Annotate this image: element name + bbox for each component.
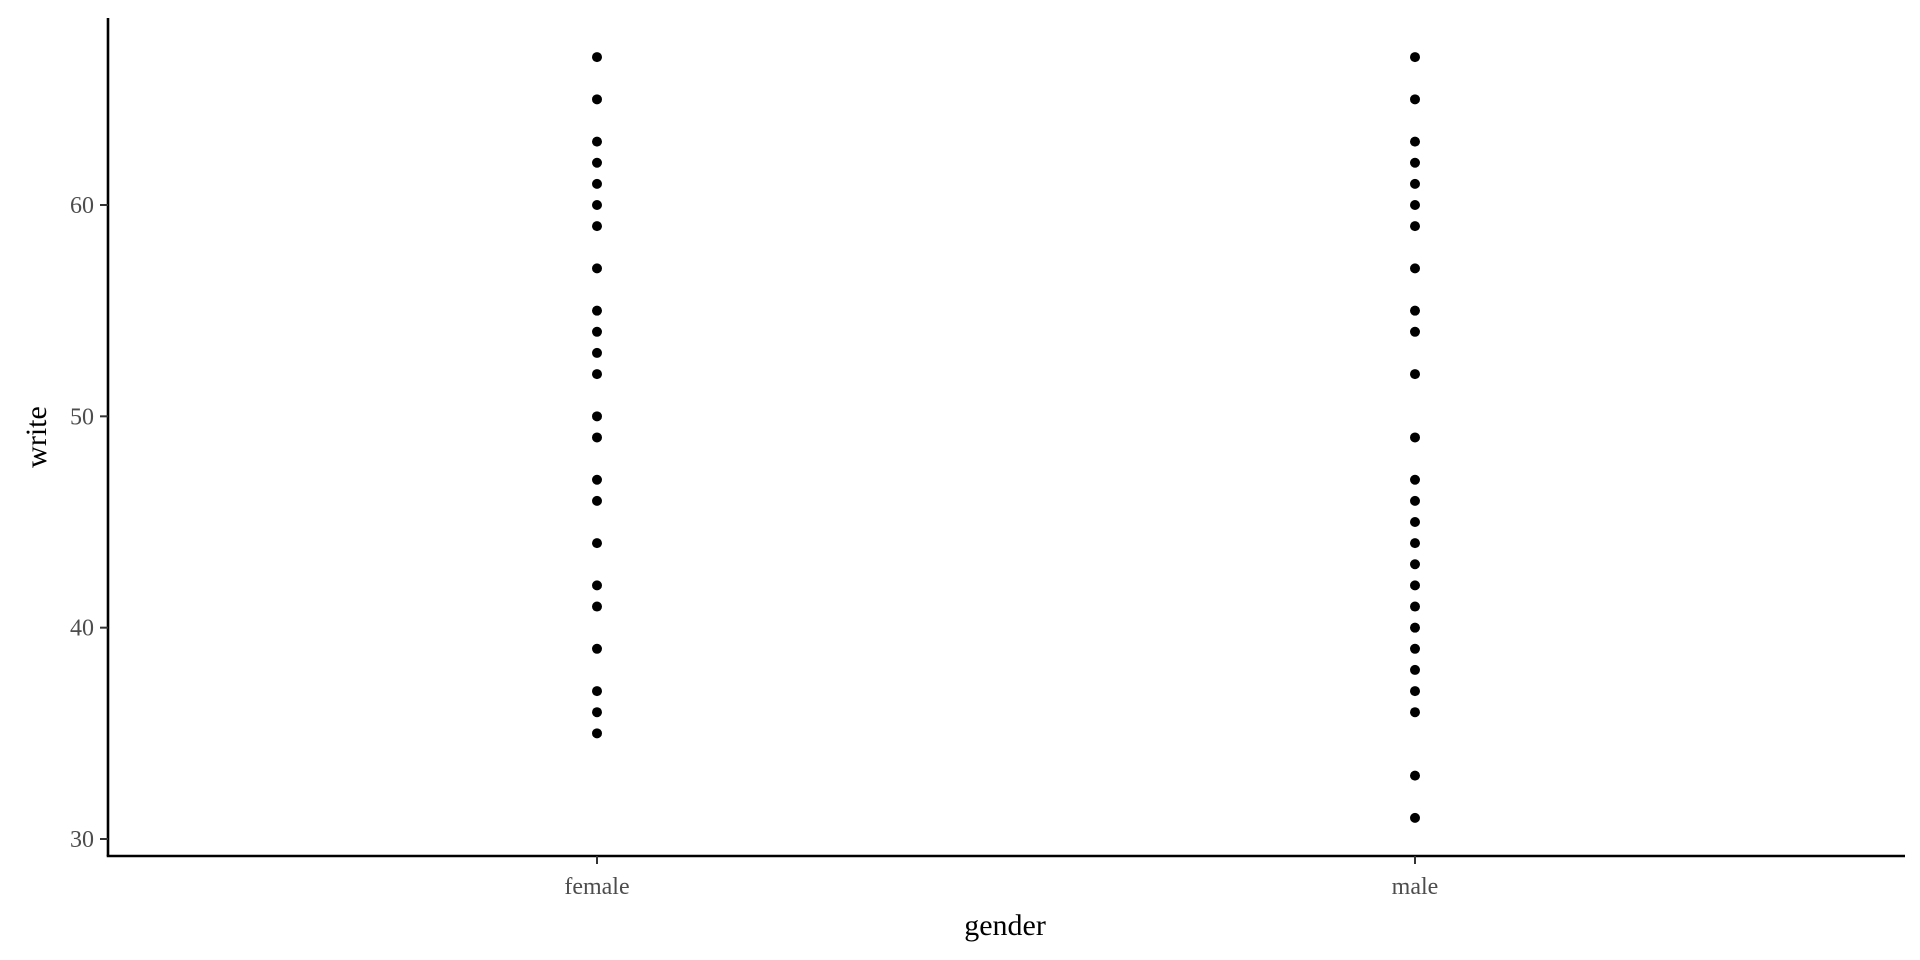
data-point-male <box>1410 559 1420 570</box>
data-point-female <box>592 136 602 147</box>
data-point-male <box>1410 517 1420 527</box>
data-point-male <box>1410 643 1420 654</box>
data-point-male <box>1410 178 1420 189</box>
data-point-female <box>592 52 602 63</box>
data-point-female <box>592 580 602 591</box>
data-point-male <box>1410 495 1420 506</box>
data-point-male <box>1410 812 1420 823</box>
y-tick-label: 50 <box>70 404 94 430</box>
data-point-male <box>1410 474 1420 485</box>
data-point-female <box>592 538 602 549</box>
data-point-female <box>592 326 602 337</box>
data-point-male <box>1410 707 1420 718</box>
data-point-female <box>592 728 602 739</box>
data-point-female <box>592 707 602 718</box>
data-point-female <box>592 411 602 422</box>
y-tick-label: 60 <box>70 193 94 219</box>
data-point-male <box>1410 580 1420 591</box>
data-point-female <box>592 474 602 485</box>
data-point-female <box>592 157 602 168</box>
data-point-male <box>1410 326 1420 337</box>
data-point-male <box>1410 432 1420 443</box>
data-point-male <box>1410 686 1420 697</box>
data-point-female <box>592 221 602 232</box>
data-point-male <box>1410 136 1420 147</box>
data-point-female <box>592 686 602 697</box>
plot-area <box>592 52 1420 823</box>
axes <box>106 18 1905 858</box>
data-point-female <box>592 200 602 210</box>
y-tick-label: 30 <box>70 827 94 853</box>
data-point-male <box>1410 622 1420 633</box>
data-point-female <box>592 263 602 274</box>
data-point-female <box>592 347 602 358</box>
data-point-male <box>1410 200 1420 210</box>
data-point-female <box>592 643 602 654</box>
axis-ticks: 30 40 50 60 female male <box>70 193 1438 900</box>
data-point-male <box>1410 369 1420 380</box>
data-point-male <box>1410 52 1420 63</box>
data-point-male <box>1410 157 1420 168</box>
data-point-male <box>1410 538 1420 549</box>
y-axis-title: write <box>20 406 53 468</box>
data-point-female <box>592 305 602 316</box>
data-point-female <box>592 369 602 380</box>
x-tick-label: female <box>564 874 629 900</box>
data-point-female <box>592 495 602 506</box>
data-point-male <box>1410 770 1420 781</box>
data-point-female <box>592 94 602 105</box>
data-point-male <box>1410 664 1420 675</box>
data-point-female <box>592 432 602 443</box>
data-point-male <box>1410 305 1420 316</box>
data-point-male <box>1410 221 1420 232</box>
y-tick-label: 40 <box>70 616 94 642</box>
data-point-male <box>1410 94 1420 105</box>
data-point-male <box>1410 601 1420 612</box>
x-axis-title: gender <box>964 909 1046 942</box>
data-point-female <box>592 601 602 612</box>
data-point-female <box>592 178 602 189</box>
x-tick-label: male <box>1392 874 1439 900</box>
data-point-male <box>1410 263 1420 274</box>
